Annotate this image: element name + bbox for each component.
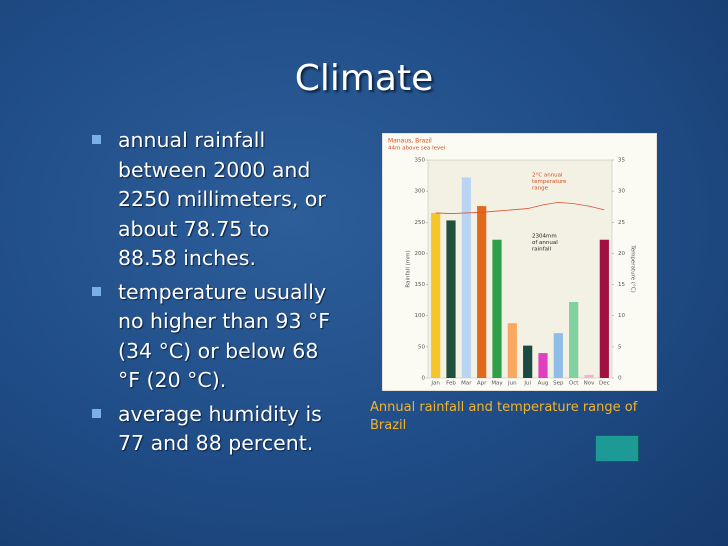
y2-tick-label: 20: [618, 251, 625, 257]
y-tick-label: 150: [415, 282, 426, 288]
annotation: range: [532, 186, 549, 192]
chart-title: Manaus, Brazil: [388, 138, 432, 145]
x-tick-label: Nov: [584, 381, 595, 387]
chart: Manaus, Brazil 44m above sea level 05010…: [382, 133, 657, 391]
bar: [523, 345, 533, 378]
bullet-list: annual rainfall between 2000 and 2250 mi…: [92, 126, 332, 463]
y-tick-label: 200: [415, 251, 426, 257]
y2-tick-label: 5: [618, 344, 622, 350]
annotation: of annual: [532, 240, 558, 246]
bullet: annual rainfall between 2000 and 2250 mi…: [92, 126, 332, 274]
chart-subtitle: 44m above sea level: [388, 146, 446, 152]
x-tick-label: Jun: [507, 381, 517, 387]
y-axis-label: Rainfall (mm): [406, 250, 412, 287]
x-tick-label: Dec: [599, 381, 610, 387]
bar: [599, 239, 609, 378]
x-tick-label: Apr: [477, 381, 487, 387]
y-tick-label: 50: [418, 344, 425, 350]
y2-axis-label: Temperature (°C): [630, 244, 636, 292]
bar: [492, 239, 502, 378]
bar: [461, 177, 471, 378]
y-tick-label: 350: [415, 158, 426, 164]
x-tick-label: Aug: [538, 381, 549, 387]
y-tick-label: 300: [415, 189, 426, 195]
temperature-line: [435, 201, 605, 214]
bar: [584, 374, 594, 378]
annotation: 2304mm: [532, 234, 557, 240]
x-tick-label: May: [491, 381, 503, 387]
y2-tick-label: 15: [618, 282, 625, 288]
bar: [538, 353, 548, 378]
annotation: temperature: [532, 179, 567, 185]
x-tick-label: Jan: [430, 381, 440, 387]
bullet: average humidity is 77 and 88 percent.: [92, 400, 332, 459]
x-tick-label: Mar: [461, 381, 472, 387]
y-tick-label: 100: [415, 313, 426, 319]
y2-tick-label: 10: [618, 313, 625, 319]
y-tick-label: 250: [415, 220, 426, 226]
button[interactable]: [595, 435, 639, 462]
x-tick-label: Sep: [553, 381, 564, 387]
x-tick-label: Oct: [569, 381, 579, 387]
y-tick-label: 0: [422, 376, 426, 382]
y2-tick-label: 25: [618, 220, 625, 226]
bar: [569, 302, 579, 378]
bar: [507, 323, 517, 378]
y2-tick-label: 30: [618, 189, 625, 195]
annotation: 2°C annual: [532, 173, 563, 179]
bar: [431, 212, 441, 378]
bar: [446, 220, 456, 378]
y2-tick-label: 35: [618, 158, 625, 164]
annotation: rainfall: [532, 247, 551, 253]
y2-tick-label: 0: [618, 376, 622, 382]
bar: [477, 206, 487, 378]
x-tick-label: Feb: [446, 381, 456, 387]
plot-area: [427, 159, 613, 379]
caption: Annual rainfall and temperature range of…: [370, 400, 638, 433]
bar: [553, 333, 563, 378]
x-tick-label: Jul: [523, 381, 531, 387]
slide-title: Climate: [294, 58, 434, 99]
bullet: temperature usually no higher than 93 °F…: [92, 278, 332, 396]
